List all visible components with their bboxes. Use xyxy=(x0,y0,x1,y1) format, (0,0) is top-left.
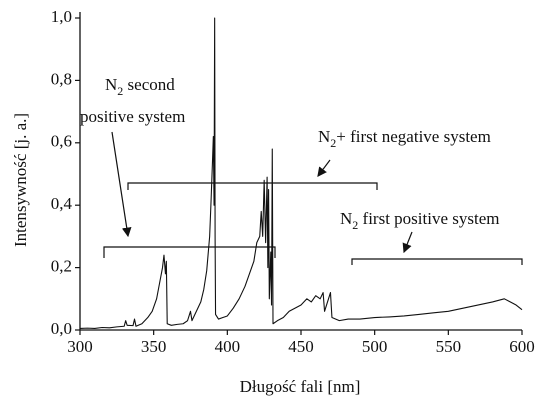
annotation-text: second xyxy=(123,75,175,94)
x-tick-label: 400 xyxy=(215,337,241,356)
annotation-subscript: 2 xyxy=(330,136,336,150)
bracket xyxy=(351,258,523,265)
annotation: N2 first positive system xyxy=(340,209,499,232)
y-axis-label: Intensywność [j. a.] xyxy=(11,113,30,247)
arrow xyxy=(317,159,331,177)
y-tick-label: 1,0 xyxy=(51,7,72,26)
arrow xyxy=(402,231,413,254)
annotation-subscript: 2 xyxy=(352,218,358,232)
annotation-text: N xyxy=(318,127,330,146)
annotation-text: + first negative system xyxy=(336,127,491,146)
y-tick-label: 0,8 xyxy=(51,69,72,88)
x-tick-label: 450 xyxy=(288,337,314,356)
x-tick-label: 600 xyxy=(509,337,535,356)
y-tick-label: 0,6 xyxy=(51,132,72,151)
bracket xyxy=(103,246,276,258)
annotation-text: N xyxy=(340,209,352,228)
arrow xyxy=(111,131,132,238)
annotation: N2+ first negative system xyxy=(318,127,491,150)
annotation-subscript: 2 xyxy=(117,84,123,98)
annotation-text: N xyxy=(105,75,117,94)
y-tick-label: 0,2 xyxy=(51,257,72,276)
x-tick-label: 550 xyxy=(436,337,462,356)
x-axis-label: Długość fali [nm] xyxy=(240,377,361,396)
x-tick-label: 350 xyxy=(141,337,167,356)
annotation: N2 second xyxy=(105,75,175,98)
annotation-text: first positive system xyxy=(358,209,499,228)
annotation: positive system xyxy=(80,107,185,126)
y-tick-label: 0,4 xyxy=(51,194,73,213)
x-tick-label: 300 xyxy=(67,337,93,356)
annotations: N2 second positive system N2+ first nega… xyxy=(80,75,523,265)
y-tick-label: 0,0 xyxy=(51,319,72,338)
spectrum-line xyxy=(79,17,523,329)
x-tick-label: 500 xyxy=(362,337,388,356)
bracket xyxy=(127,182,378,190)
